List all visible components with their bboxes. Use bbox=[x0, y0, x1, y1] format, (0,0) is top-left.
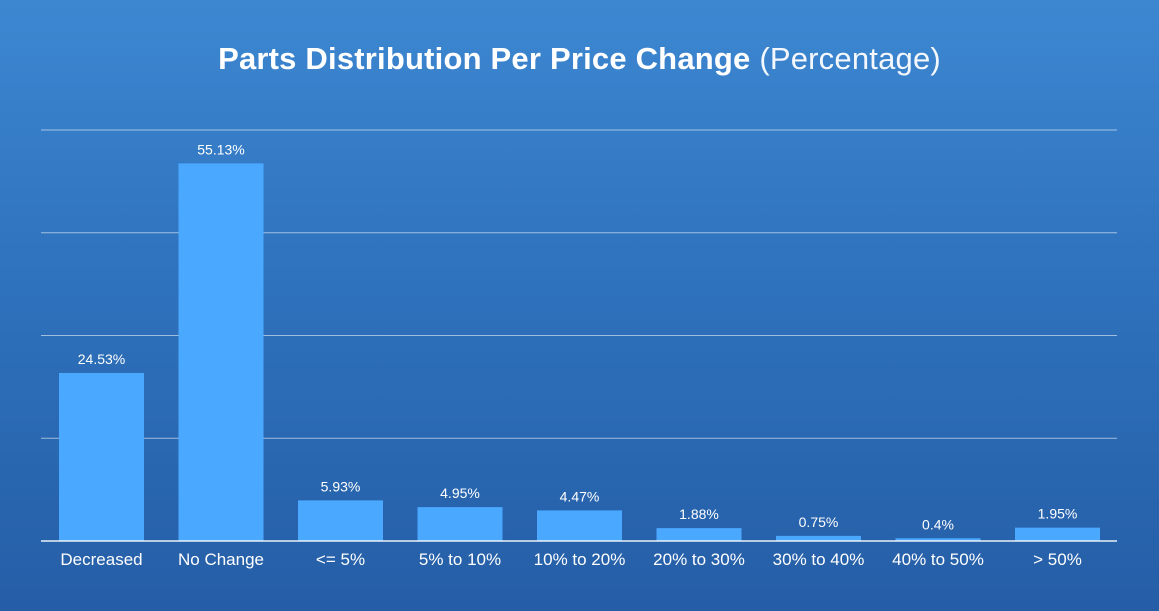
bar-4 bbox=[537, 510, 622, 541]
data-labels: 24.53% 55.13% 5.93% 4.95% 4.47% 1.88% 0.75% 0.4… bbox=[78, 141, 1078, 532]
category-label-5: 20% to 30% bbox=[653, 550, 745, 569]
data-label-1: 55.13% bbox=[197, 141, 244, 157]
category-label-6: 30% to 40% bbox=[773, 550, 865, 569]
bar-7 bbox=[895, 538, 981, 541]
category-label-1: No Change bbox=[178, 550, 264, 569]
data-label-5: 1.88% bbox=[679, 506, 719, 522]
data-label-4: 4.47% bbox=[560, 488, 600, 504]
data-label-7: 0.4% bbox=[922, 516, 954, 532]
bar-0 bbox=[59, 372, 144, 541]
category-label-2: <= 5% bbox=[316, 550, 365, 569]
data-label-2: 5.93% bbox=[321, 478, 361, 494]
bar-6 bbox=[776, 535, 861, 541]
data-label-6: 0.75% bbox=[799, 514, 839, 530]
category-label-7: 40% to 50% bbox=[892, 550, 984, 569]
chart-title-main: Parts Distribution Per Price Change bbox=[218, 41, 751, 76]
data-label-3: 4.95% bbox=[440, 485, 480, 501]
bar-1 bbox=[178, 163, 264, 541]
data-label-0: 24.53% bbox=[78, 351, 125, 367]
data-label-8: 1.95% bbox=[1038, 506, 1078, 522]
chart-title-subtitle: (Percentage) bbox=[759, 41, 941, 76]
category-label-4: 10% to 20% bbox=[534, 550, 626, 569]
bar-3 bbox=[417, 507, 503, 541]
category-labels: Decreased No Change <= 5% 5% to 10% 10% to 2… bbox=[60, 550, 1081, 569]
category-label-0: Decreased bbox=[60, 550, 142, 569]
chart-title: Parts Distribution Per Price Change (Per… bbox=[0, 36, 1159, 82]
bar-2 bbox=[298, 500, 383, 541]
category-label-3: 5% to 10% bbox=[419, 550, 501, 569]
bar-5 bbox=[656, 528, 742, 541]
category-label-8: > 50% bbox=[1033, 550, 1082, 569]
bars bbox=[59, 163, 1100, 541]
bar-8 bbox=[1015, 527, 1100, 541]
